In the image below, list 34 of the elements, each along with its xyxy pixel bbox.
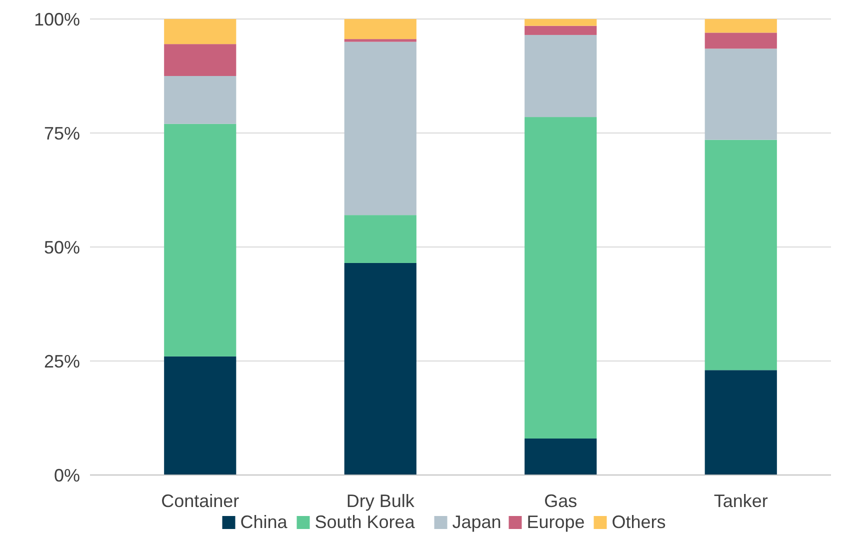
legend-label: Europe xyxy=(526,512,585,532)
bar xyxy=(344,39,416,42)
bar xyxy=(524,34,597,118)
bar xyxy=(344,19,416,40)
bar xyxy=(704,48,777,140)
y-tick-label: 25% xyxy=(44,351,80,372)
legend-label: Japan xyxy=(452,512,502,532)
bar xyxy=(344,262,416,475)
legend-label: South Korea xyxy=(314,512,416,532)
y-tick-label: 0% xyxy=(54,465,80,486)
bar xyxy=(344,42,416,216)
y-tick-label: 100% xyxy=(34,9,80,30)
bar xyxy=(704,140,777,370)
bar xyxy=(524,26,597,35)
bar xyxy=(524,117,597,439)
bar xyxy=(164,44,236,76)
legend-label: China xyxy=(240,512,288,532)
bar xyxy=(164,356,236,475)
bar xyxy=(344,215,416,263)
legend-label: Others xyxy=(612,512,666,532)
x-tick-label: Container xyxy=(161,491,240,511)
bar xyxy=(704,19,777,33)
bar xyxy=(164,76,236,124)
bar xyxy=(164,19,236,44)
x-tick-label: Dry Bulk xyxy=(346,491,416,511)
bar xyxy=(524,438,597,475)
bar xyxy=(524,19,597,26)
bar xyxy=(164,124,236,356)
bar xyxy=(704,32,777,49)
y-tick-label: 50% xyxy=(44,237,80,258)
x-tick-label: Tanker xyxy=(714,491,768,511)
bar xyxy=(704,370,777,475)
y-tick-label: 75% xyxy=(44,123,80,144)
x-tick-label: Gas xyxy=(544,491,578,511)
